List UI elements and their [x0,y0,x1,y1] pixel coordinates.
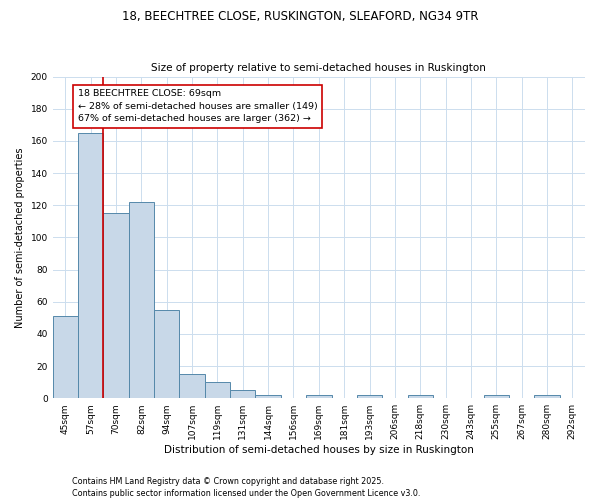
Bar [306,395,332,398]
Y-axis label: Number of semi-detached properties: Number of semi-detached properties [15,147,25,328]
Bar [78,133,103,398]
Bar [357,395,382,398]
Bar [103,214,129,398]
Text: Contains HM Land Registry data © Crown copyright and database right 2025.
Contai: Contains HM Land Registry data © Crown c… [72,476,421,498]
Bar [256,395,281,398]
Bar [535,395,560,398]
Bar [53,316,78,398]
Text: 18 BEECHTREE CLOSE: 69sqm
← 28% of semi-detached houses are smaller (149)
67% of: 18 BEECHTREE CLOSE: 69sqm ← 28% of semi-… [78,90,318,124]
Bar [484,395,509,398]
X-axis label: Distribution of semi-detached houses by size in Ruskington: Distribution of semi-detached houses by … [164,445,474,455]
Text: 18, BEECHTREE CLOSE, RUSKINGTON, SLEAFORD, NG34 9TR: 18, BEECHTREE CLOSE, RUSKINGTON, SLEAFOR… [122,10,478,23]
Bar [154,310,179,398]
Bar [407,395,433,398]
Title: Size of property relative to semi-detached houses in Ruskington: Size of property relative to semi-detach… [151,63,486,73]
Bar [129,202,154,398]
Bar [205,382,230,398]
Bar [230,390,256,398]
Bar [179,374,205,398]
